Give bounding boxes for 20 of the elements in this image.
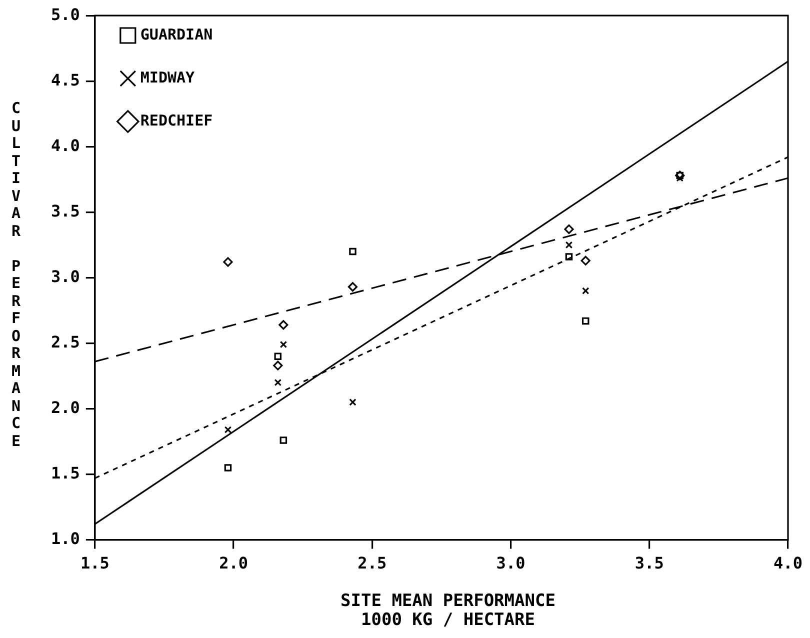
y-tick-label: 4.0 [50, 136, 80, 155]
legend-label: MIDWAY [140, 68, 195, 86]
text: CULTIVAR PERFORMANCE [11, 99, 21, 450]
y-tick-label: 5.0 [50, 4, 80, 24]
x-tick-label: 3.0 [496, 554, 526, 573]
x-tick-label: 2.0 [219, 554, 248, 573]
y-tick-label: 3.0 [50, 266, 80, 286]
x-tick-label: 4.0 [774, 554, 802, 573]
legend-label: GUARDIAN [140, 25, 213, 44]
y-tick-label: 2.0 [50, 398, 80, 417]
y-tick-label: 4.5 [50, 70, 80, 90]
y-tick-label: 2.5 [50, 332, 80, 352]
x-axis-title: SITE MEAN PERFORMANCE 1000 KG / HECTARE [340, 591, 556, 630]
legend-label: REDCHIEF [140, 111, 213, 130]
y-tick-label: 3.5 [50, 201, 80, 220]
y-tick-label: 1.5 [50, 463, 80, 482]
x-tick-label: 1.5 [80, 554, 110, 573]
y-tick-label: 1.0 [50, 528, 80, 548]
x-tick-label: 2.5 [358, 554, 387, 573]
x-tick-label: 3.5 [634, 554, 664, 573]
